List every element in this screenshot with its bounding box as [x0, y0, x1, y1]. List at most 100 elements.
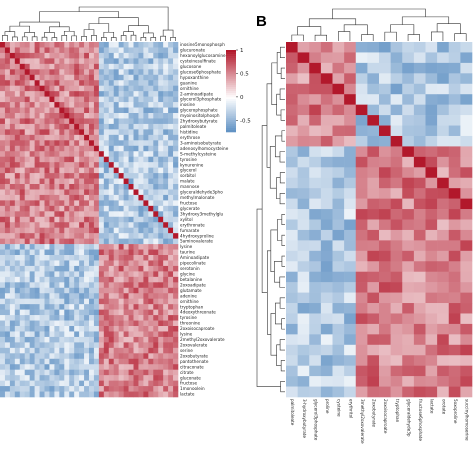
panel-a-cell — [89, 151, 95, 157]
panel-a-cell — [14, 276, 21, 283]
row-label: taurine — [180, 250, 195, 255]
panel-b-cell — [286, 323, 298, 335]
panel-a-cell — [59, 58, 65, 65]
panel-b-cell — [309, 303, 322, 314]
panel-b-cell — [402, 52, 415, 64]
panel-b-cell — [344, 198, 357, 210]
panel-a-cell — [103, 298, 110, 305]
panel-a-cell — [113, 287, 119, 294]
panel-b-cell — [379, 188, 391, 199]
panel-a-cell — [44, 342, 50, 349]
panel-a-cell — [123, 178, 129, 185]
panel-a-cell — [0, 140, 6, 147]
panel-b-cell — [309, 365, 322, 377]
panel-a-cell — [34, 320, 40, 327]
panel-a-cell — [0, 320, 6, 327]
panel-a-cell — [59, 91, 65, 97]
panel-a-cell — [148, 276, 154, 283]
panel-a-cell — [103, 265, 110, 272]
panel-b-cell — [309, 52, 322, 64]
panel-a-cell — [163, 173, 169, 179]
row-label: adenosylhomocysteine — [180, 146, 229, 151]
panel-a-cell — [103, 189, 110, 196]
panel-b-cell — [437, 209, 450, 220]
panel-a-cell — [79, 304, 85, 310]
panel-b-cell — [448, 125, 461, 137]
panel-b-cell — [402, 125, 415, 137]
panel-a-cell — [14, 315, 21, 321]
panel-b-cell — [448, 177, 461, 189]
panel-a-cell — [168, 315, 174, 321]
panel-a-cell — [98, 173, 105, 179]
panel-a-cell — [44, 353, 50, 360]
panel-b-cell — [286, 261, 298, 272]
panel-a-cell — [39, 320, 45, 327]
panel-a-cell — [14, 282, 21, 289]
panel-a-cell — [89, 276, 95, 283]
panel-a-cell — [173, 222, 179, 228]
panel-a-cell — [49, 85, 55, 92]
panel-a-cell — [39, 113, 45, 119]
panel-b-cell — [344, 386, 357, 398]
panel-a-cell — [163, 189, 169, 196]
panel-a-cell — [143, 91, 149, 97]
panel-a-cell — [34, 331, 40, 338]
panel-a-cell — [98, 347, 105, 354]
panel-a-cell — [14, 369, 21, 376]
panel-a-cell — [138, 244, 144, 250]
panel-a-cell — [163, 287, 169, 294]
panel-a-cell — [14, 52, 21, 59]
panel-a-cell — [163, 151, 169, 157]
panel-a-cell — [64, 184, 70, 190]
panel-a-cell — [158, 69, 164, 76]
dendrogram-branch — [39, 11, 119, 23]
dendrogram-branch — [83, 29, 95, 37]
panel-a-cell — [98, 47, 105, 54]
panel-a-cell — [98, 369, 105, 376]
panel-a-cell — [123, 309, 129, 316]
panel-a-cell — [9, 304, 16, 310]
panel-a-cell — [54, 129, 60, 136]
panel-a-cell — [44, 227, 50, 234]
panel-a-cell — [103, 134, 110, 141]
panel-a-cell — [93, 211, 100, 218]
panel-a-cell — [118, 227, 124, 234]
panel-b-cell — [390, 135, 403, 147]
panel-a-cell — [138, 222, 144, 228]
panel-a-cell — [19, 74, 26, 81]
panel-b-cell — [425, 292, 438, 304]
panel-a-cell — [49, 216, 55, 223]
panel-a-cell — [14, 80, 21, 86]
panel-a-cell — [0, 167, 6, 174]
panel-a-cell — [173, 52, 179, 59]
panel-a-cell — [148, 369, 154, 376]
panel-a-cell — [39, 118, 45, 125]
panel-b-cell — [437, 94, 450, 105]
panel-a-cell — [113, 216, 119, 223]
panel-b-cell — [286, 334, 298, 346]
panel-a-cell — [24, 96, 30, 103]
panel-a-cell — [123, 265, 129, 272]
panel-a-cell — [153, 298, 159, 305]
panel-a-cell — [98, 309, 105, 316]
panel-a-cell — [133, 107, 139, 114]
panel-b-cell — [425, 344, 438, 356]
row-label: glycerate — [180, 206, 200, 211]
panel-b-cell — [413, 188, 426, 199]
panel-b-cell — [297, 198, 310, 210]
panel-a-cell — [79, 375, 85, 381]
panel-a-cell — [44, 222, 50, 228]
panel-b-cell — [425, 83, 438, 95]
panel-a-cell — [39, 238, 45, 245]
panel-a-cell — [148, 233, 154, 239]
panel-a-cell — [98, 255, 105, 261]
panel-a-cell — [158, 194, 164, 201]
row-label: 2oxoadipate — [180, 282, 206, 287]
dendrogram-branch — [274, 260, 282, 283]
panel-b-cell — [413, 355, 426, 366]
panel-a-cell — [113, 326, 119, 332]
panel-a-cell — [4, 320, 11, 327]
panel-a-cell — [113, 69, 119, 76]
panel-a-cell — [89, 156, 95, 163]
panel-a-cell — [74, 375, 80, 381]
